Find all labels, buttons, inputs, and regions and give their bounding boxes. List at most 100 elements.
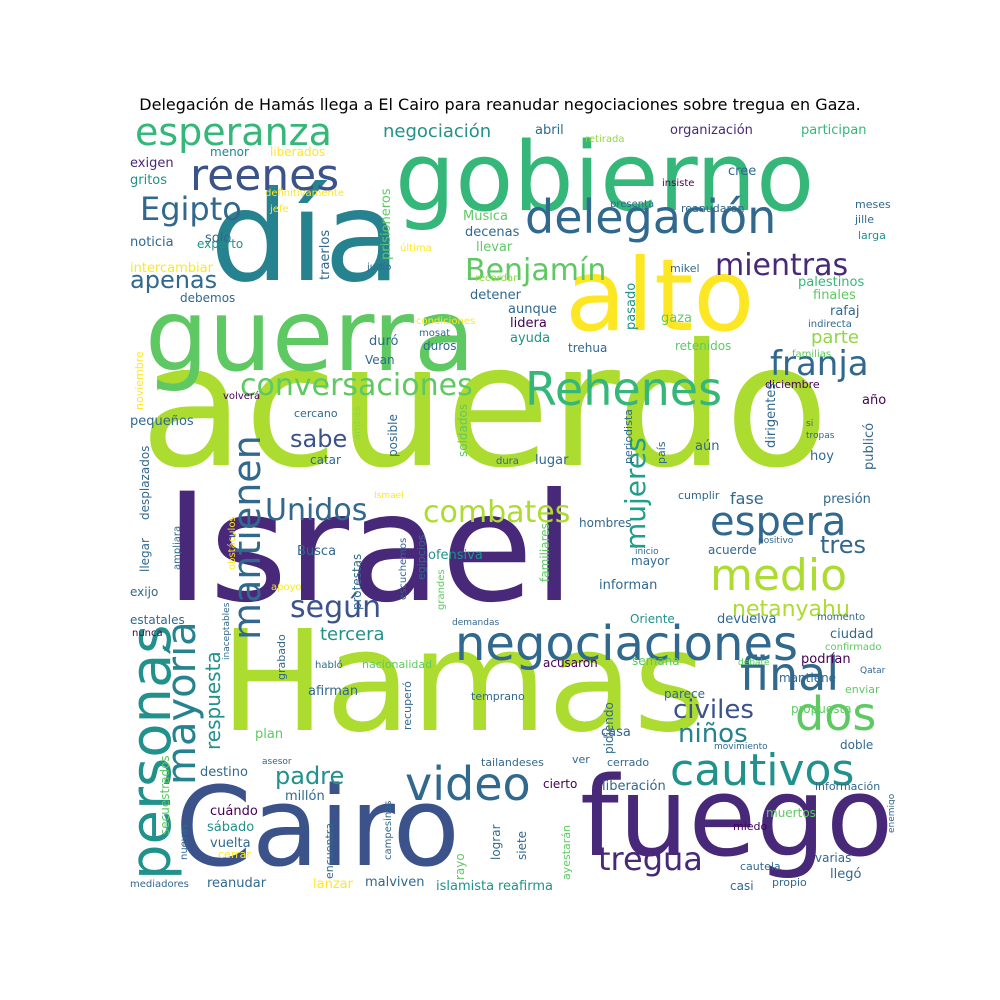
cloud-word: recordar bbox=[475, 273, 518, 284]
cloud-word: presión bbox=[823, 492, 871, 507]
cloud-word: guerra bbox=[145, 277, 475, 394]
cloud-word: nunca bbox=[132, 628, 163, 639]
cloud-word: experto bbox=[197, 237, 243, 251]
cloud-word: dirigentes bbox=[764, 383, 779, 448]
word-cloud: acuerdo Israel Hamas guerra día gobierno Cairo… bbox=[125, 120, 895, 890]
cloud-word: cierto bbox=[543, 777, 577, 791]
cloud-word: millón bbox=[285, 789, 325, 804]
cloud-word: malviven bbox=[365, 875, 424, 890]
cloud-word: traerlos bbox=[318, 230, 333, 280]
cloud-word: soldados bbox=[456, 404, 470, 457]
cloud-word: ofensiva bbox=[428, 548, 483, 563]
cloud-word: parece bbox=[664, 687, 705, 701]
cloud-word: cree bbox=[728, 164, 756, 179]
cloud-word: participan bbox=[801, 123, 867, 138]
cloud-word: alto bbox=[565, 237, 754, 354]
cloud-word: jefe bbox=[269, 204, 289, 215]
cloud-word: parte bbox=[811, 327, 859, 348]
cloud-word: obstáculos bbox=[226, 516, 238, 570]
cloud-word: mediadores bbox=[130, 879, 189, 890]
cloud-word: apoyo bbox=[271, 582, 302, 593]
cloud-word: publicó bbox=[862, 423, 877, 470]
cloud-word: cautela bbox=[740, 860, 781, 873]
cloud-word: reenes bbox=[190, 150, 339, 201]
cloud-word: prisioneros bbox=[379, 188, 394, 260]
cloud-word: tres bbox=[820, 531, 866, 559]
cloud-word: inicio bbox=[635, 547, 659, 557]
cloud-word: lograr bbox=[489, 824, 503, 860]
cloud-word: apenas bbox=[130, 266, 217, 294]
cloud-word: informan bbox=[599, 578, 657, 593]
cloud-word: temprano bbox=[471, 690, 525, 703]
cloud-word: momento bbox=[817, 612, 865, 623]
cloud-word: Música bbox=[463, 209, 508, 224]
cloud-word: catar bbox=[310, 453, 341, 467]
cloud-word: civiles bbox=[673, 695, 754, 725]
cloud-word: rayo bbox=[453, 853, 467, 880]
cloud-word: niños bbox=[678, 719, 748, 749]
cloud-word: Busca bbox=[297, 544, 336, 559]
cloud-word: Rehenes bbox=[525, 362, 722, 416]
cloud-word: cercano bbox=[294, 407, 338, 420]
cloud-word: presenta bbox=[610, 199, 654, 210]
cloud-word: grabado bbox=[275, 634, 288, 680]
cloud-word: tercera bbox=[320, 624, 385, 645]
cloud-word: demandas bbox=[452, 618, 499, 628]
cloud-word: finales bbox=[813, 288, 856, 303]
cloud-word: mikel bbox=[670, 262, 700, 275]
cloud-word: reanudar bbox=[207, 876, 267, 890]
cloud-word: secuestrados bbox=[158, 755, 172, 835]
cloud-word: recuperó bbox=[401, 681, 414, 730]
cloud-word: sábado bbox=[207, 820, 254, 835]
cloud-word: lugar bbox=[535, 453, 569, 468]
cloud-word: espera bbox=[710, 499, 846, 545]
cloud-word: larga bbox=[858, 229, 886, 242]
cloud-word: mantienen bbox=[225, 435, 269, 640]
cloud-word: estatales bbox=[130, 613, 185, 627]
cloud-word: trehua bbox=[568, 341, 607, 355]
cloud-word: abril bbox=[535, 123, 564, 138]
cloud-word: plan bbox=[255, 727, 283, 742]
cloud-word: cautivos bbox=[670, 745, 854, 796]
cloud-word: pasado bbox=[624, 283, 639, 330]
cloud-word: nuevas bbox=[179, 824, 190, 860]
cloud-word: desplazados bbox=[138, 446, 152, 520]
cloud-word: personas bbox=[125, 625, 184, 880]
cloud-word: netanyahu bbox=[732, 597, 850, 622]
cloud-word: ayestarán bbox=[560, 825, 573, 880]
cloud-word: rafaj bbox=[830, 304, 859, 319]
cloud-word: muertos bbox=[766, 806, 816, 820]
cloud-word: video bbox=[405, 757, 531, 811]
cloud-word: Egipto bbox=[140, 190, 242, 228]
cloud-word: Ismael bbox=[374, 491, 404, 501]
cloud-word: nacionalidad bbox=[362, 658, 432, 671]
cloud-word: medio bbox=[710, 550, 847, 601]
cloud-word: año bbox=[862, 393, 886, 408]
cloud-word: posible bbox=[386, 414, 400, 457]
cloud-word: varias bbox=[815, 851, 851, 865]
cloud-word: Qatar bbox=[860, 666, 886, 676]
cloud-word: combates bbox=[423, 495, 570, 530]
cloud-word: encuentra bbox=[323, 823, 336, 879]
cloud-word: cerrado bbox=[607, 756, 649, 769]
cloud-word: volverá bbox=[223, 390, 260, 402]
cloud-word: doble bbox=[840, 738, 873, 752]
cloud-word: lidera bbox=[510, 316, 547, 331]
cloud-word: mayor bbox=[631, 554, 669, 568]
cloud-word: aunque bbox=[508, 302, 557, 317]
cloud-word: escuchemos bbox=[398, 538, 409, 600]
cloud-word: hombres bbox=[579, 516, 632, 530]
cloud-word: reafirma bbox=[498, 879, 553, 890]
cloud-word: debate bbox=[738, 658, 770, 668]
cloud-word: noviembre bbox=[133, 351, 146, 410]
cloud-word: intercambiar bbox=[130, 261, 214, 276]
cloud-word: fase bbox=[730, 489, 764, 508]
cloud-word: Oriente bbox=[630, 612, 675, 626]
cloud-word: ver bbox=[572, 753, 590, 766]
cloud-word: llegar bbox=[138, 538, 152, 572]
cloud-word: dos bbox=[795, 687, 876, 741]
cloud-word: retenidos bbox=[675, 339, 731, 353]
cloud-word: palestinos bbox=[798, 275, 865, 290]
cloud-word: Vean bbox=[365, 353, 395, 367]
